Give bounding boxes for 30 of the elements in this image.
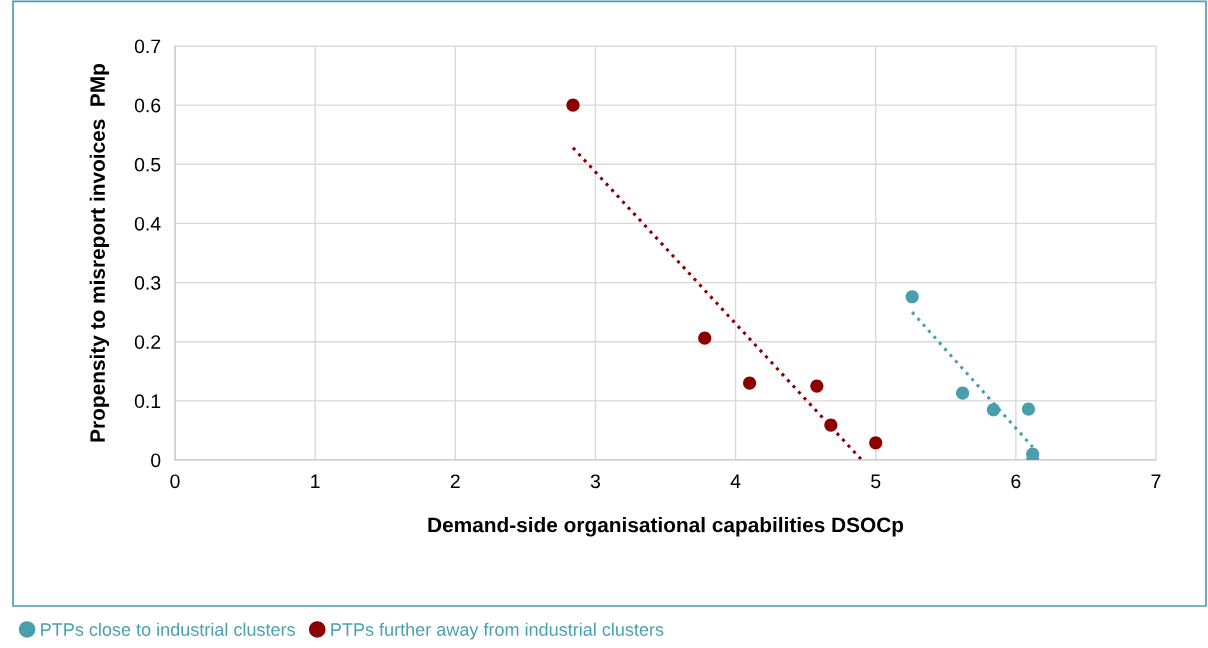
point [869, 436, 883, 450]
point [905, 290, 919, 304]
x-tick-label: 2 [450, 474, 460, 488]
point [956, 386, 970, 400]
y-tick-label: 0.1 [134, 394, 161, 409]
point [986, 403, 1001, 417]
y-tick-label: 0.3 [134, 276, 161, 290]
x-tick-label: 1 [311, 474, 320, 488]
legend-label: PTPs further away from industrial clusters [331, 622, 664, 640]
y-tick-label: 0 [151, 453, 161, 468]
y-tick-label: 0.2 [134, 335, 161, 349]
point [698, 331, 712, 345]
point [824, 418, 838, 432]
point [810, 379, 824, 393]
x-tick-label: 5 [871, 474, 881, 489]
y-tick-label: 0.4 [134, 216, 161, 231]
x-tick-label: 0 [170, 474, 180, 489]
y-tick-label: 0.7 [134, 39, 161, 54]
x-axis-title: Demand-side organisational capabilities DSOCp [428, 517, 904, 537]
point [743, 376, 757, 390]
y-axis-title: Propensity to misreport invoices PMp [89, 63, 110, 442]
point [1021, 402, 1036, 416]
point [566, 98, 580, 112]
legend-label: PTPs close to industrial clusters [41, 622, 295, 636]
y-tick-label: 0.5 [134, 157, 161, 172]
x-tick-label: 3 [590, 474, 600, 489]
y-tick-label: 0.6 [134, 98, 161, 113]
x-tick-label: 4 [730, 474, 741, 488]
x-tick-label: 7 [1151, 474, 1161, 488]
x-tick-label: 6 [1011, 474, 1021, 489]
